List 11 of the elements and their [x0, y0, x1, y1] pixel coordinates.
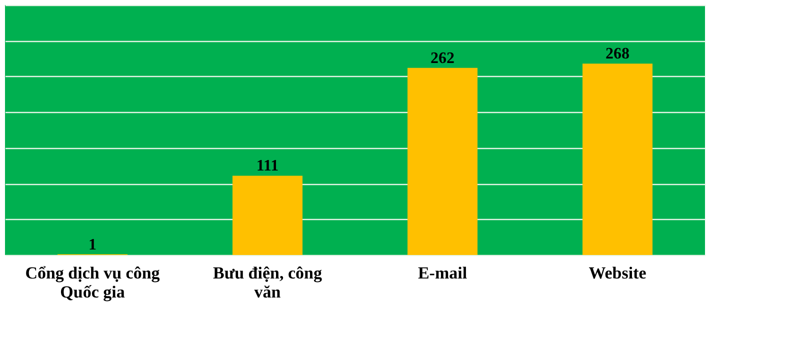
x-tick-label: Cổng dịch vụ công Quốc gia — [25, 264, 160, 302]
data-label: 111 — [256, 158, 279, 175]
data-label: 262 — [430, 50, 454, 67]
x-tick-label: Website — [588, 264, 647, 282]
data-label: 268 — [606, 46, 630, 63]
data-label: 1 — [88, 236, 96, 254]
bar — [408, 68, 478, 255]
bar — [232, 176, 302, 255]
x-tick-label: Bưu điện, công văn — [213, 264, 322, 302]
bar — [582, 64, 652, 255]
x-tick-label: E-mail — [418, 264, 468, 282]
